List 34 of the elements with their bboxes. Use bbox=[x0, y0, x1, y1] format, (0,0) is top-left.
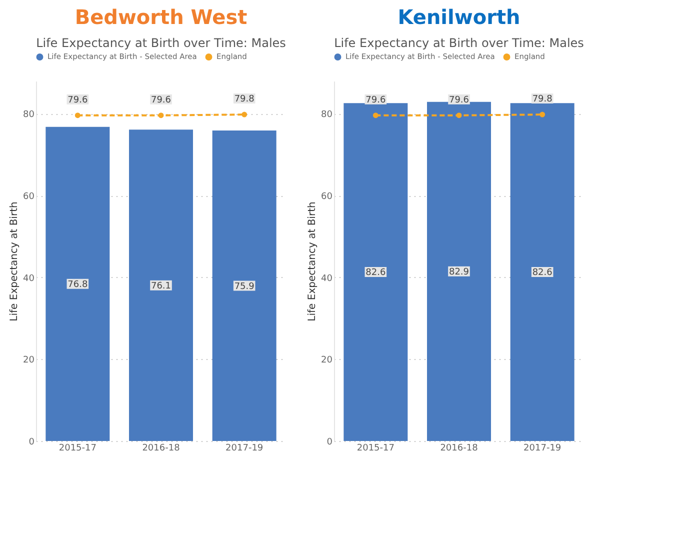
y-axis-title: Life Expectancy at Birth bbox=[9, 202, 20, 322]
data-label: 75.9 bbox=[234, 282, 255, 292]
x-tick-label: 2016-18 bbox=[142, 444, 180, 454]
data-label: 79.6 bbox=[448, 95, 470, 106]
data-label: 79.6 bbox=[150, 95, 172, 106]
data-label: 79.8 bbox=[234, 94, 255, 105]
data-label: 76.1 bbox=[150, 281, 172, 292]
chart-subtitle: Life Expectancy at Birth over Time: Males bbox=[36, 36, 286, 50]
data-label: 79.6 bbox=[68, 95, 88, 106]
y-tick-label: 40 bbox=[23, 274, 35, 284]
x-tick-label: 2015-17 bbox=[356, 444, 394, 454]
chart-subtitle: Life Expectancy at Birth over Time: Males bbox=[334, 36, 584, 50]
x-tick-label: 2017-19 bbox=[226, 444, 264, 454]
x-tick-label: 2017-19 bbox=[524, 444, 562, 454]
chart-title: Bedworth West bbox=[74, 5, 248, 29]
y-tick-label: 20 bbox=[23, 356, 35, 366]
y-tick-label: 80 bbox=[321, 110, 333, 120]
x-tick-label: 2015-17 bbox=[58, 444, 96, 454]
y-tick-label: 60 bbox=[321, 192, 333, 202]
y-tick-label: 40 bbox=[321, 274, 333, 284]
y-tick-label: 60 bbox=[23, 192, 35, 202]
y-tick-label: 80 bbox=[23, 110, 35, 120]
x-tick-label: 2016-18 bbox=[440, 444, 478, 454]
y-tick-label: 0 bbox=[326, 438, 333, 448]
data-label: 79.6 bbox=[366, 95, 386, 106]
y-axis-title: Life Expectancy at Birth bbox=[307, 202, 318, 322]
data-label: 82.9 bbox=[448, 267, 470, 278]
y-tick-label: 0 bbox=[28, 438, 35, 448]
data-label: 82.6 bbox=[532, 268, 553, 278]
y-tick-label: 20 bbox=[321, 356, 333, 366]
chart-title: Kenilworth bbox=[398, 5, 520, 29]
data-label: 82.6 bbox=[366, 268, 386, 278]
data-label: 76.8 bbox=[68, 280, 88, 290]
data-label: 79.8 bbox=[532, 94, 553, 105]
